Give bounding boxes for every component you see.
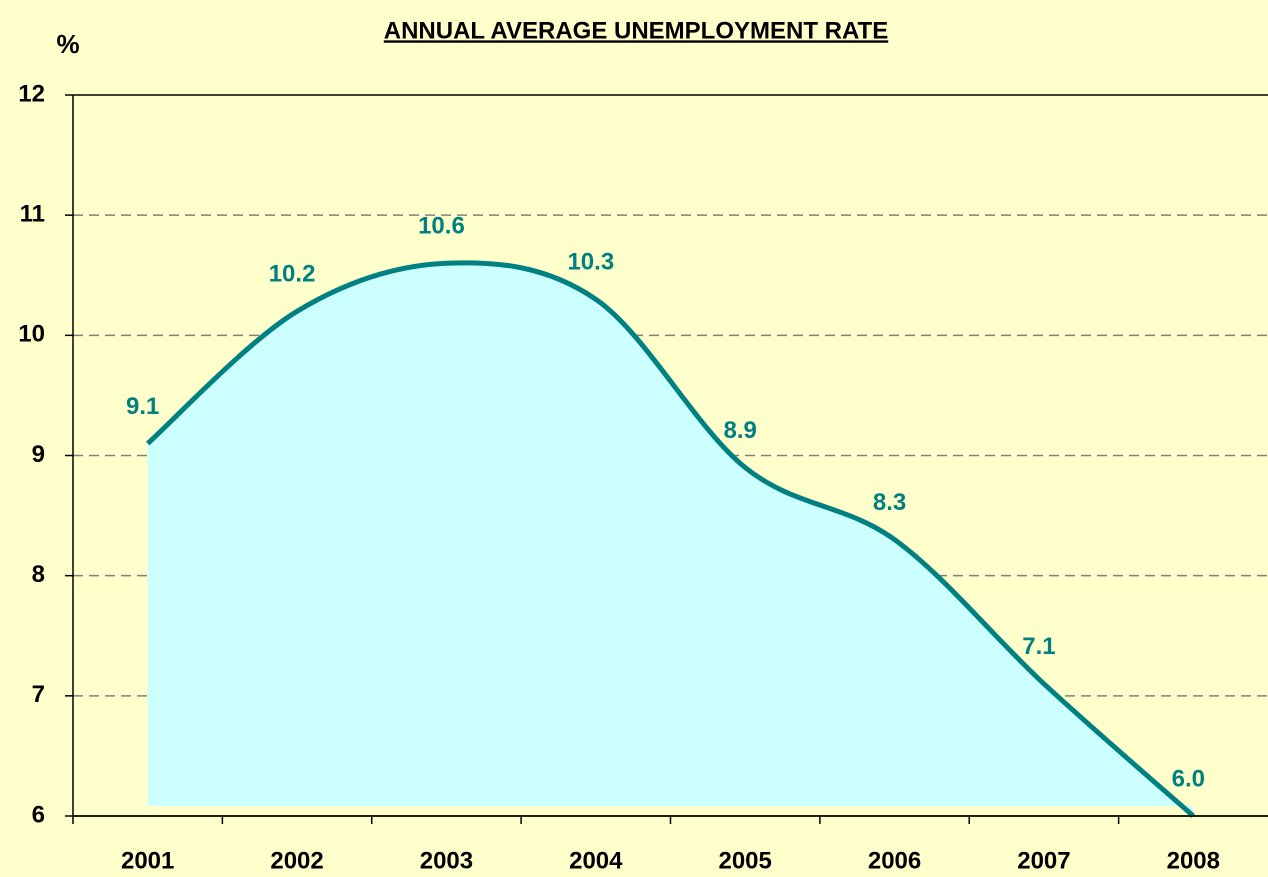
x-tick-label: 2008 [1167,847,1220,874]
y-tick-label: 12 [18,80,45,107]
x-tick-label: 2004 [569,847,623,874]
data-label: 10.3 [567,249,614,276]
x-tick-label: 2006 [868,847,921,874]
data-label: 7.1 [1022,633,1055,660]
data-label: 8.9 [724,417,757,444]
data-label: 10.2 [269,261,316,288]
data-label: 8.3 [873,489,906,516]
y-tick-label: 11 [20,201,45,228]
x-tick-label: 2007 [1017,847,1070,874]
y-tick-label: 9 [32,441,45,468]
data-label: 6.0 [1172,765,1205,792]
data-label: 10.6 [418,213,465,240]
x-tick-label: 2005 [718,847,771,874]
area [147,262,1194,816]
y-tick-label: 7 [32,681,45,708]
x-tick-label: 2003 [420,847,473,874]
line [146,260,1195,818]
y-tick-label: 8 [32,561,45,588]
chart-title: ANNUAL AVERAGE UNEMPLOYMENT RATE [384,17,888,44]
x-tick-label: 2002 [270,847,323,874]
y-axis-label: % [56,29,79,59]
data-label: 9.1 [126,393,159,420]
y-tick-label: 6 [32,801,45,828]
x-tick-label: 2001 [121,847,174,874]
y-tick-label: 10 [18,321,45,348]
